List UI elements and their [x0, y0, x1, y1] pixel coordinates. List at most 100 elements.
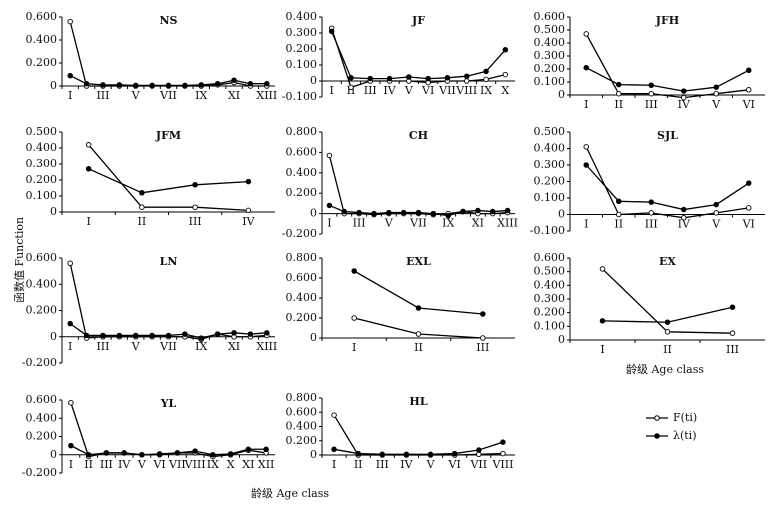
- y-tick-label: 0.200: [534, 306, 566, 319]
- x-tick-label: III: [476, 341, 489, 354]
- x-tick-label: I: [86, 215, 90, 228]
- x-tick-label: VII: [469, 458, 487, 471]
- y-tick-label: 0.200: [26, 56, 58, 69]
- point: [425, 75, 431, 82]
- x-tick-label: X: [227, 458, 235, 471]
- y-tick-label: -0.200: [22, 356, 57, 369]
- y-tick-label: 0.100: [534, 319, 566, 332]
- panel-title: LN: [160, 255, 178, 268]
- series-line: [331, 31, 506, 80]
- point: [713, 201, 720, 208]
- x-tick-label: III: [364, 84, 377, 97]
- y-tick-label: 0.200: [286, 42, 318, 55]
- point: [483, 76, 489, 83]
- y-tick-label: 0.200: [534, 62, 566, 75]
- x-tick-label: IV: [118, 458, 131, 471]
- series-line: [328, 155, 508, 216]
- series-line: [69, 263, 267, 341]
- point: [100, 82, 106, 88]
- point: [182, 331, 188, 337]
- point: [85, 452, 92, 458]
- y-tick-label: 0.400: [534, 142, 566, 155]
- point: [100, 332, 106, 339]
- y-tick-label: 0: [50, 448, 57, 461]
- point: [245, 207, 252, 214]
- x-tick-label: III: [726, 343, 739, 356]
- y-tick-label: 0.600: [26, 251, 58, 264]
- x-tick-label: III: [96, 340, 109, 353]
- x-tick-label: IX: [480, 84, 492, 97]
- point: [583, 162, 590, 168]
- point: [713, 210, 720, 216]
- y-tick-label: 0.200: [286, 186, 318, 199]
- point: [165, 82, 172, 89]
- x-tick-label: IX: [207, 458, 219, 471]
- panel-title: NS: [160, 14, 178, 27]
- x-tick-label: XI: [228, 89, 240, 102]
- panel-title: SJL: [657, 129, 678, 142]
- y-tick-label: 0.300: [534, 49, 566, 62]
- x-tick-label: XIII: [256, 89, 277, 102]
- point: [599, 266, 606, 272]
- point: [67, 260, 73, 267]
- x-tick-label: III: [189, 215, 202, 228]
- point: [616, 198, 622, 205]
- point: [746, 180, 752, 186]
- y-tick-label: 0.200: [26, 430, 58, 443]
- x-tick-label: IX: [195, 89, 207, 102]
- point: [116, 332, 123, 339]
- y-tick-label: 0.600: [286, 271, 318, 284]
- point: [67, 18, 73, 25]
- point: [326, 202, 333, 209]
- x-tick-label: XII: [258, 458, 275, 471]
- x-tick-label: I: [332, 458, 336, 471]
- y-tick-label: 0.300: [26, 157, 58, 170]
- point: [355, 450, 361, 457]
- point: [746, 205, 752, 211]
- x-tick-label: XI: [472, 217, 484, 230]
- series-line: [585, 164, 750, 211]
- panel-title: JFH: [655, 14, 679, 27]
- point: [247, 80, 254, 87]
- point: [263, 446, 269, 453]
- x-tick-label: V: [137, 458, 147, 471]
- y-tick-label: 0.400: [286, 291, 318, 304]
- y-tick-label: 0.600: [534, 251, 566, 264]
- point: [415, 305, 422, 311]
- point: [139, 204, 145, 210]
- point: [121, 450, 127, 456]
- x-tick-label: VII: [168, 458, 186, 471]
- panel-title: EX: [659, 255, 676, 268]
- y-tick-label: 0: [310, 74, 317, 87]
- y-tick-label: 0.400: [286, 10, 318, 23]
- x-tick-label: V: [426, 458, 436, 471]
- series-line: [70, 445, 267, 456]
- x-tick-label: I: [69, 458, 73, 471]
- x-tick-label: VII: [159, 340, 177, 353]
- y-tick-label: 0.400: [534, 36, 566, 49]
- series-line: [88, 144, 249, 212]
- point: [500, 439, 506, 445]
- x-tick-label: VIII: [184, 458, 206, 471]
- point: [192, 182, 198, 188]
- x-tick-label: VIII: [491, 458, 513, 471]
- y-tick-label: 0.500: [534, 265, 566, 278]
- y-tick-label: 0: [50, 330, 57, 343]
- y-tick-label: 0.300: [286, 26, 318, 39]
- point: [400, 209, 407, 216]
- y-tick-label: 0.300: [534, 292, 566, 305]
- x-tick-label: II: [614, 98, 623, 111]
- y-tick-label: -0.100: [282, 90, 317, 103]
- x-tick-label: III: [96, 89, 109, 102]
- point: [174, 450, 181, 456]
- x-tick-label: VI: [742, 218, 755, 231]
- x-tick-label: VIII: [455, 84, 477, 97]
- x-tick-label: VII: [159, 89, 177, 102]
- point: [746, 87, 752, 93]
- point: [149, 332, 155, 339]
- x-tick-label: II: [84, 458, 93, 471]
- point: [460, 208, 466, 215]
- legend-marker: [654, 433, 660, 439]
- x-tick-label: IV: [242, 215, 255, 228]
- point: [192, 448, 198, 454]
